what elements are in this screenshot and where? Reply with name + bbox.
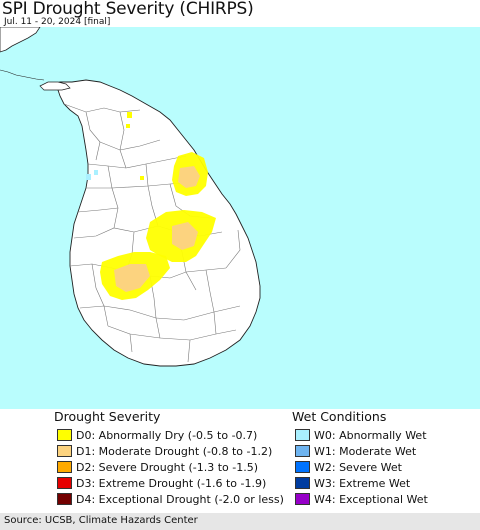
legend-label-d1: D1: Moderate Drought (-0.8 to -1.2) (76, 444, 273, 458)
swatch-d2 (57, 461, 72, 473)
map-title: SPI Drought Severity (CHIRPS) (2, 0, 254, 19)
legend-item-w2: W2: Severe Wet (295, 460, 402, 474)
legend-item-d0: D0: Abnormally Dry (-0.5 to -0.7) (57, 428, 257, 442)
drought-map (0, 27, 480, 409)
legend-item-d4: D4: Exceptional Drought (-2.0 or less) (57, 492, 284, 506)
swatch-w1 (295, 445, 310, 457)
d1-area-central (172, 222, 198, 250)
swatch-d0 (57, 429, 72, 441)
w0-speck-west (86, 174, 91, 180)
legend-label-w0: W0: Abnormally Wet (314, 428, 427, 442)
w0-speck-west-2 (94, 170, 98, 175)
d0-speck-north (127, 112, 132, 118)
d0-speck-mid (140, 176, 144, 180)
drought-legend-title: Drought Severity (54, 409, 161, 424)
legend-label-d4: D4: Exceptional Drought (-2.0 or less) (76, 492, 284, 506)
source-text: Source: UCSB, Climate Hazards Center (4, 515, 198, 526)
source-footer: Source: UCSB, Climate Hazards Center (0, 513, 480, 530)
legend-label-w1: W1: Moderate Wet (314, 444, 417, 458)
legend-panel: Drought Severity Wet Conditions D0: Abno… (0, 409, 480, 513)
legend-label-d2: D2: Severe Drought (-1.3 to -1.5) (76, 460, 259, 474)
jaffna-peninsula (39, 81, 71, 91)
india-coast-line (0, 69, 45, 81)
swatch-w2 (295, 461, 310, 473)
legend-item-w3: W3: Extreme Wet (295, 476, 410, 490)
swatch-w0 (295, 429, 310, 441)
legend-label-w4: W4: Exceptional Wet (314, 492, 428, 506)
drought-overlay (86, 112, 216, 300)
swatch-d3 (57, 477, 72, 489)
swatch-d4 (57, 493, 72, 505)
legend-item-w4: W4: Exceptional Wet (295, 492, 428, 506)
d0-speck-north-2 (126, 124, 130, 128)
d1-area-southwest (114, 264, 150, 292)
wet-legend-title: Wet Conditions (292, 409, 387, 424)
legend-label-d3: D3: Extreme Drought (-1.6 to -1.9) (76, 476, 267, 490)
legend-label-w3: W3: Extreme Wet (314, 476, 411, 490)
legend-item-d1: D1: Moderate Drought (-0.8 to -1.2) (57, 444, 272, 458)
legend-item-w1: W1: Moderate Wet (295, 444, 416, 458)
legend-label-d0: D0: Abnormally Dry (-0.5 to -0.7) (76, 428, 258, 442)
swatch-d1 (57, 445, 72, 457)
legend-label-w2: W2: Severe Wet (314, 460, 402, 474)
map-subtitle: Jul. 11 - 20, 2024 [final] (4, 17, 111, 27)
legend-item-d3: D3: Extreme Drought (-1.6 to -1.9) (57, 476, 266, 490)
d1-area-east (178, 166, 200, 188)
swatch-w3 (295, 477, 310, 489)
legend-item-w0: W0: Abnormally Wet (295, 428, 427, 442)
legend-item-d2: D2: Severe Drought (-1.3 to -1.5) (57, 460, 258, 474)
india-landmass (0, 27, 41, 53)
swatch-w4 (295, 493, 310, 505)
